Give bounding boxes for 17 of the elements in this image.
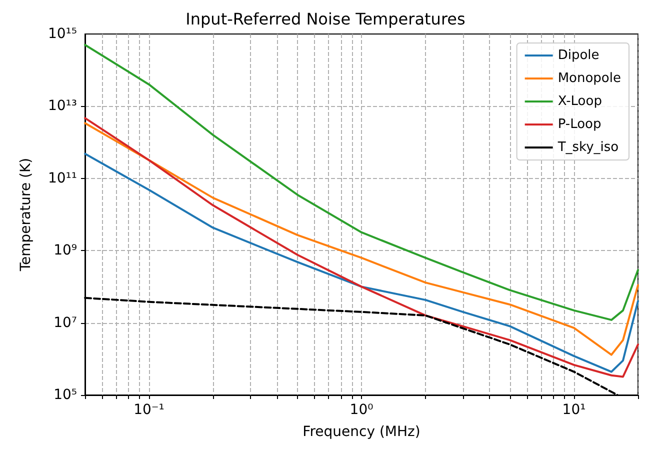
y-tick-label: 10⁹ xyxy=(54,242,78,259)
legend-label: Monopole xyxy=(558,71,622,86)
legend-label: P-Loop xyxy=(558,117,602,132)
y-tick-label: 10⁷ xyxy=(54,314,77,331)
x-tick-label: 10⁰ xyxy=(350,402,374,418)
y-tick-label: 10¹³ xyxy=(48,98,77,114)
x-axis-title: Frequency (MHz) xyxy=(302,424,420,440)
x-tick-label: 10⁻¹ xyxy=(134,402,164,418)
y-tick-label: 10⁵ xyxy=(54,387,77,403)
y-axis-title: Temperature (K) xyxy=(18,158,34,272)
legend-label: X-Loop xyxy=(558,94,602,109)
x-tick-label: 10¹ xyxy=(562,402,586,418)
legend-label: Dipole xyxy=(558,48,600,63)
legend-label: T_sky_iso xyxy=(556,140,619,155)
y-tick-label: 10¹¹ xyxy=(48,170,77,186)
y-tick-label: 10¹⁵ xyxy=(48,26,77,42)
chart-title: Input-Referred Noise Temperatures xyxy=(186,10,466,28)
